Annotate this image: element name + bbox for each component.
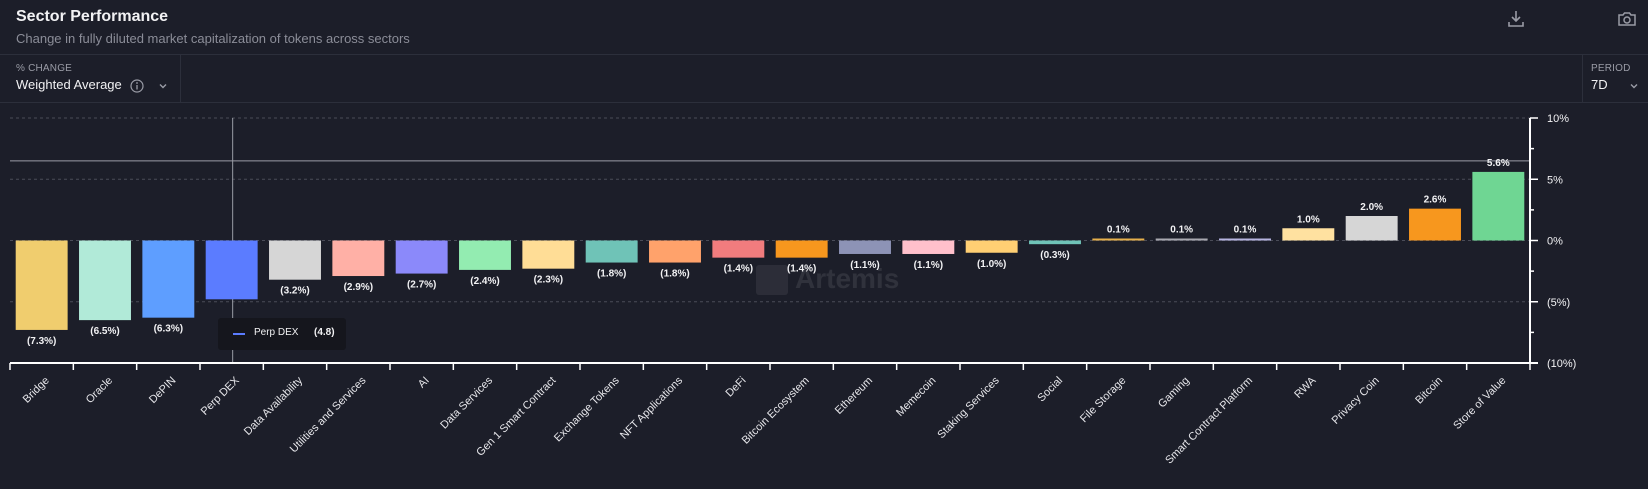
data-label: (1.8%) (660, 269, 689, 280)
x-tick-label: Store of Value (1451, 375, 1508, 432)
x-tick-label: Data Services (438, 374, 495, 431)
period-label: PERIOD (1591, 63, 1631, 74)
bar (1472, 171, 1525, 241)
bar (269, 240, 321, 280)
data-label: 0.1% (1170, 225, 1193, 236)
chevron-down-icon[interactable] (1628, 80, 1640, 92)
bar (142, 240, 195, 318)
bar (205, 240, 258, 300)
watermark-text: Artemis (795, 263, 900, 294)
bar (1092, 238, 1145, 241)
metric-selector[interactable]: % CHANGE Weighted Average (0, 55, 181, 102)
x-tick-label: Bridge (21, 375, 52, 406)
y-tick-label: (5%) (1547, 297, 1570, 309)
data-label: (2.3%) (534, 275, 563, 286)
chart-title: Sector Performance (16, 8, 169, 25)
download-icon[interactable] (1505, 8, 1527, 30)
x-tick-label: Exchange Tokens (552, 374, 622, 444)
metric-value: Weighted Average (16, 77, 122, 92)
tooltip-series: Perp DEX (254, 327, 299, 338)
bar (459, 240, 511, 270)
data-label: (2.9%) (344, 282, 373, 293)
y-tick-label: 5% (1547, 174, 1563, 186)
bar (1345, 216, 1398, 241)
bar (1219, 238, 1271, 241)
x-tick-label: DePIN (147, 375, 178, 406)
bar (1282, 228, 1335, 241)
bar (1155, 238, 1208, 241)
bar (522, 240, 575, 269)
y-tick-label: 10% (1547, 113, 1569, 125)
data-label: (1.4%) (787, 264, 816, 275)
metric-label: % CHANGE (16, 63, 73, 74)
bar (15, 240, 68, 330)
data-label: (2.7%) (407, 280, 436, 291)
data-label: (6.5%) (90, 326, 119, 337)
data-label: (1.0%) (977, 259, 1006, 270)
bar (902, 240, 955, 254)
chart-header: Sector Performance Change in fully dilut… (0, 0, 1648, 55)
data-label: (1.1%) (914, 260, 943, 271)
bar (965, 240, 1018, 253)
data-label: 1.0% (1297, 214, 1320, 225)
x-tick-label: Ethereum (833, 375, 875, 417)
chart-controls: % CHANGE Weighted Average PERIOD 7D (0, 55, 1648, 103)
bar (712, 240, 765, 258)
x-tick-label: DeFi (724, 375, 749, 400)
data-label: (6.3%) (154, 324, 183, 335)
bar (395, 240, 448, 274)
bar (1409, 208, 1461, 241)
info-icon[interactable] (130, 79, 144, 93)
chevron-down-icon[interactable] (157, 80, 169, 92)
camera-icon[interactable] (1616, 8, 1638, 30)
x-tick-label: Bitcoin Ecosystem (740, 375, 812, 447)
data-label: (2.4%) (470, 276, 499, 287)
data-label: 0.1% (1107, 225, 1130, 236)
x-tick-label: Social (1035, 375, 1065, 405)
x-tick-label: Gaming (1156, 375, 1192, 411)
bar (649, 240, 701, 263)
data-label: (0.3%) (1040, 250, 1069, 261)
data-label: 0.1% (1234, 225, 1257, 236)
bar (1029, 240, 1081, 245)
bar (585, 240, 638, 263)
x-tick-label: Bitcoin (1413, 375, 1445, 407)
x-tick-label: RWA (1292, 374, 1319, 401)
chart-subtitle: Change in fully diluted market capitaliz… (16, 31, 410, 46)
bar (775, 240, 828, 258)
x-tick-label: File Storage (1078, 375, 1128, 425)
x-tick-label: Memecoin (894, 375, 938, 419)
x-tick-label: Data Availability (242, 374, 306, 438)
bar (79, 240, 131, 321)
data-label: (1.1%) (850, 260, 879, 271)
data-label: (7.3%) (27, 336, 56, 347)
data-label: (1.4%) (724, 264, 753, 275)
y-tick-label: (10%) (1547, 358, 1576, 370)
bar (839, 240, 891, 254)
data-label: 2.6% (1424, 195, 1447, 206)
x-tick-label: NFT Applications (618, 374, 685, 441)
bar-chart: (7.3%) (6.5%) (6.3%) (3.2%) (2.9%) (2.7%) (2.4… (9, 113, 1576, 467)
data-label: 5.6% (1487, 158, 1510, 169)
tooltip: Perp DEX (4.8) (218, 318, 346, 350)
x-tick-label: Staking Services (935, 374, 1002, 441)
watermark-logo (756, 265, 788, 295)
data-label: 2.0% (1360, 202, 1383, 213)
x-tick-label: Privacy Coin (1330, 375, 1382, 427)
bar (332, 240, 385, 277)
x-tick-label: Oracle (84, 375, 115, 406)
tooltip-swatch (233, 333, 245, 335)
x-tick-label: Perp DEX (199, 374, 243, 418)
tooltip-value: (4.8) (314, 327, 335, 338)
y-tick-label: 0% (1547, 236, 1563, 248)
period-selector[interactable]: PERIOD 7D (1582, 55, 1648, 102)
x-tick-label: AI (416, 375, 432, 391)
data-label: (3.2%) (280, 286, 309, 297)
data-label: (1.8%) (597, 269, 626, 280)
period-value: 7D (1591, 77, 1608, 92)
